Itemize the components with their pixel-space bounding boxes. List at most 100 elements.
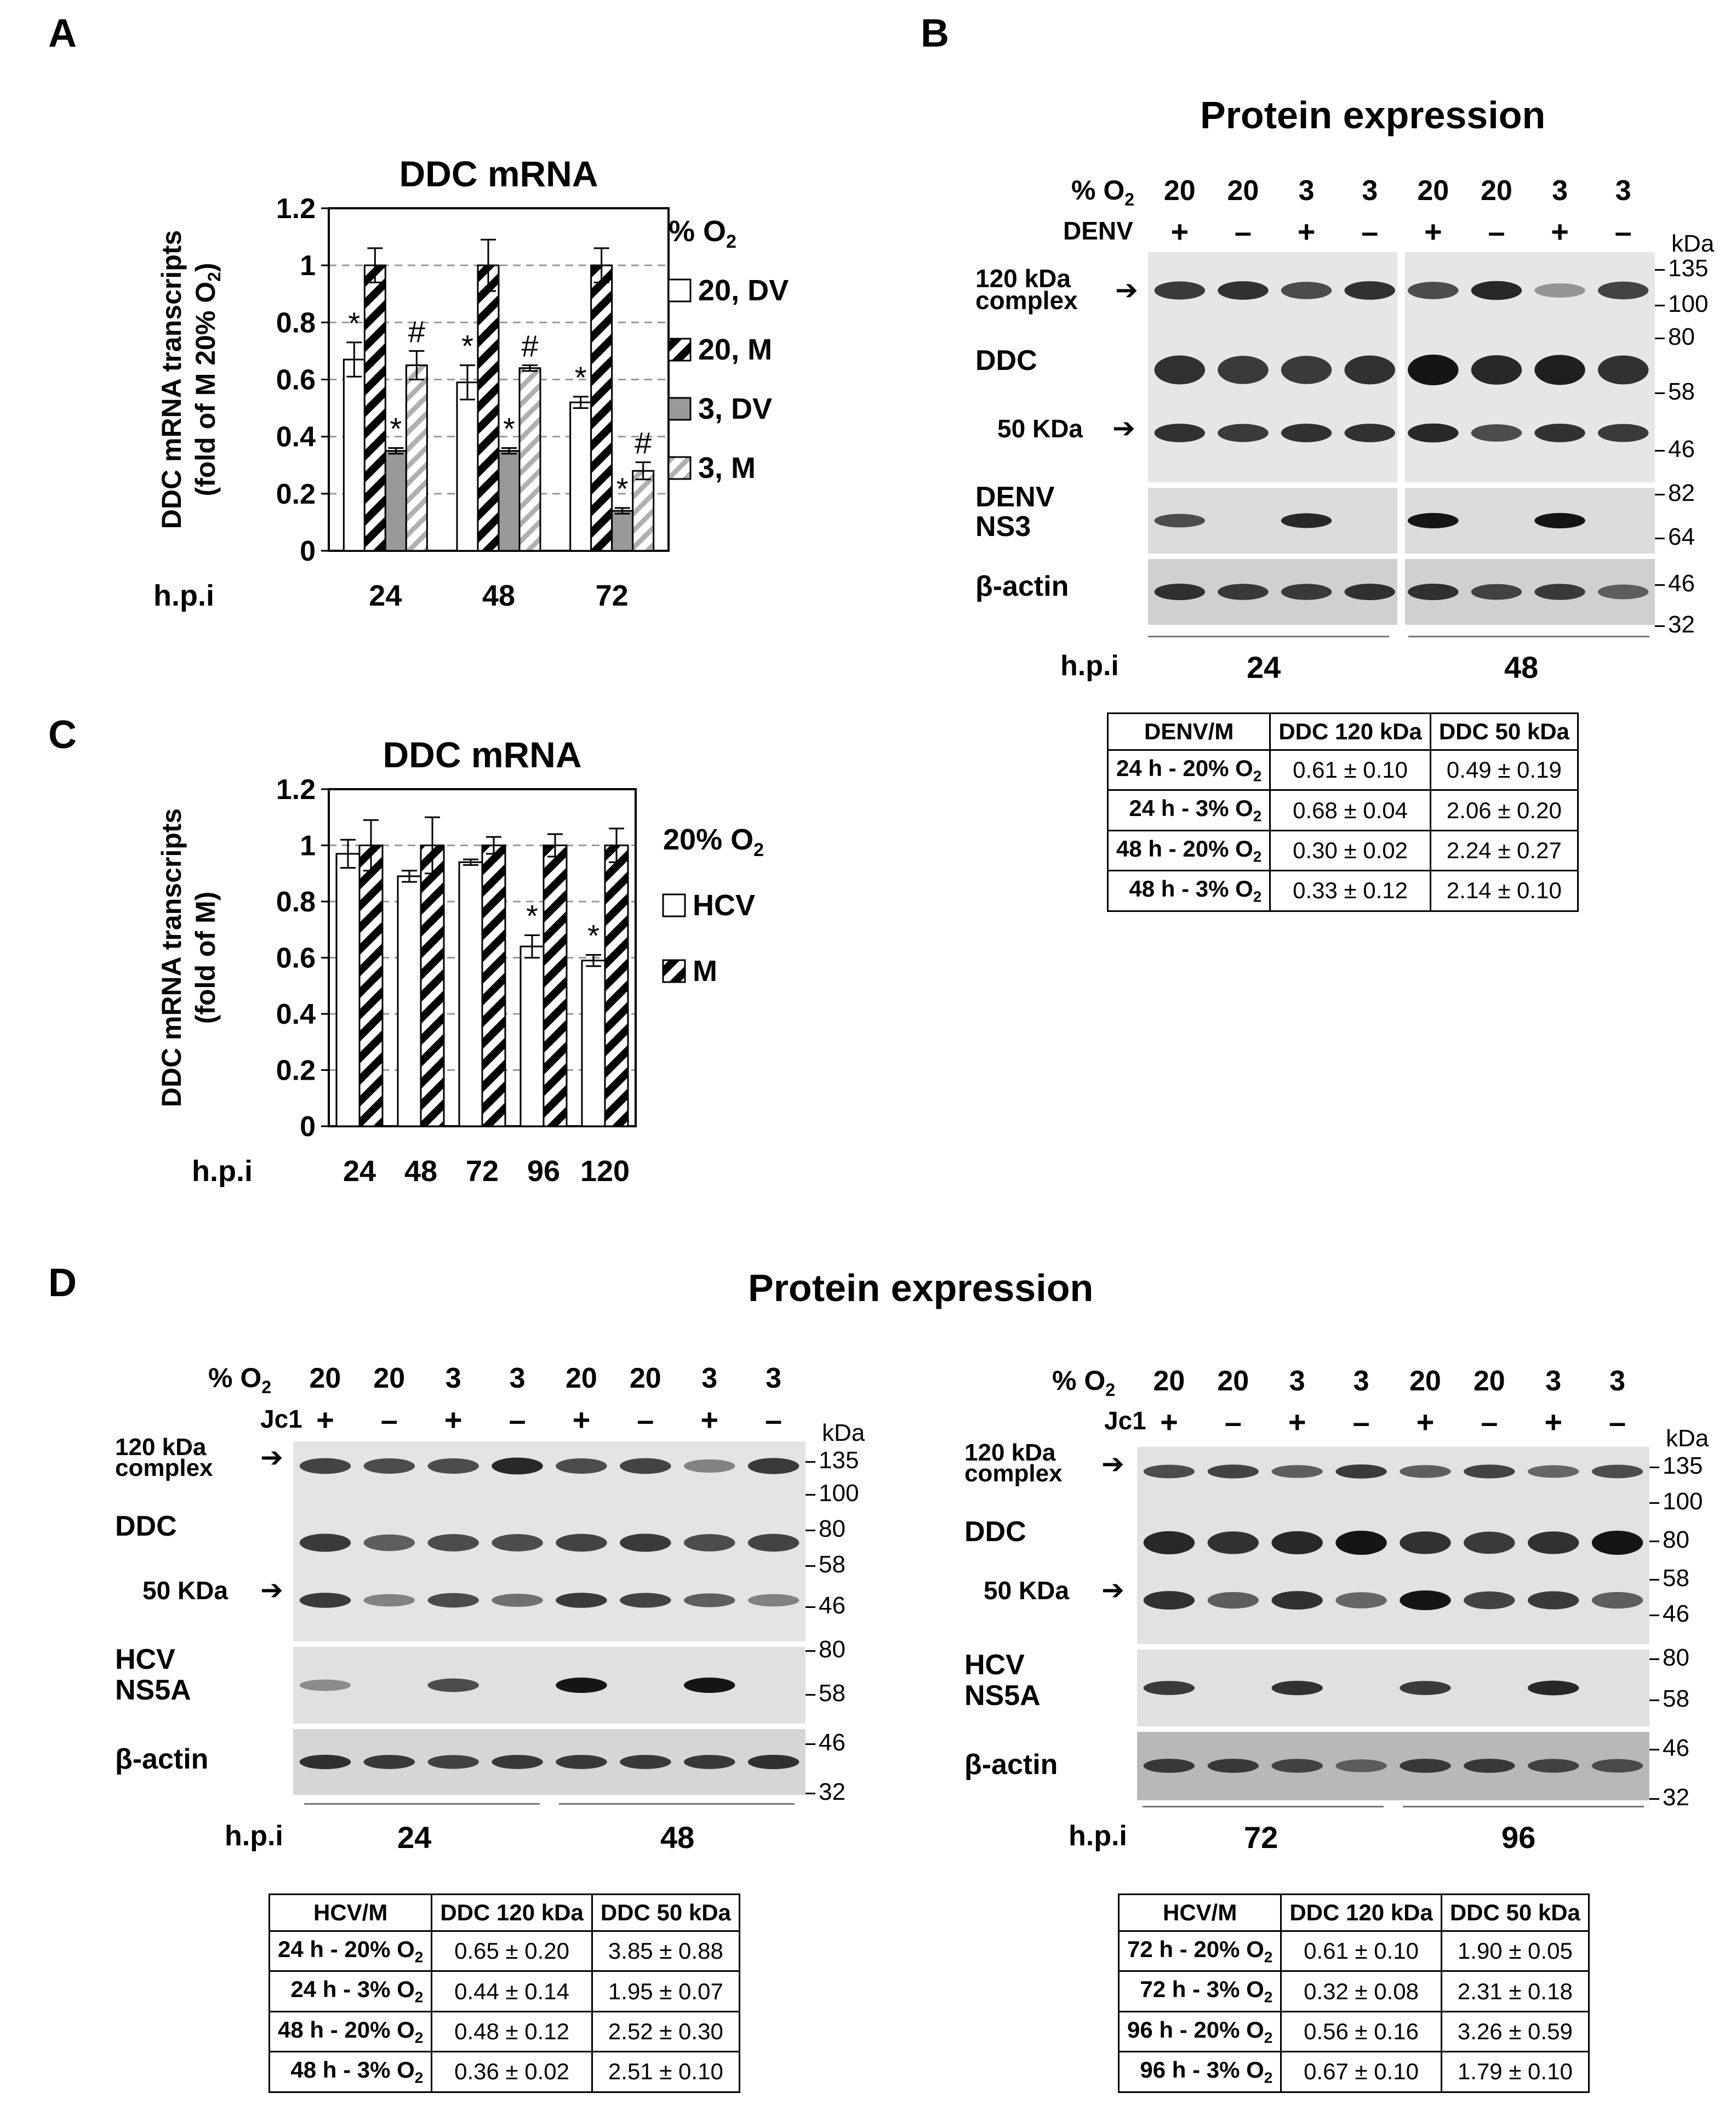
- blot-band: [620, 1593, 671, 1608]
- blot-band: [1335, 1531, 1387, 1555]
- significance-mark: *: [503, 412, 515, 446]
- blot-band: [363, 1458, 415, 1474]
- y-tick-label: 0.2: [276, 1055, 316, 1087]
- infection-sign: +: [1424, 214, 1442, 249]
- bar: [335, 853, 361, 1127]
- panel-d-right-ns5a-label: HCV NS5A: [964, 1649, 1041, 1712]
- table-header: HCV/M: [268, 1893, 433, 1932]
- blot-band: [1408, 513, 1459, 528]
- table-row: 48 h - 20% O2 0.48 ± 0.12 2.52 ± 0.30: [268, 2010, 740, 2053]
- panel-d-right-virus-label: Jc1: [1104, 1406, 1146, 1435]
- panel-d-left-table: HCV/M DDC 120 kDa DDC 50 kDa 24 h - 20% O2 0…: [268, 1893, 740, 2093]
- blot-band: [1271, 1759, 1323, 1773]
- blot-band: [1534, 283, 1585, 298]
- o2-value: 20: [566, 1362, 597, 1394]
- o2-value: 20: [1227, 175, 1259, 207]
- blot-band: [1335, 1464, 1387, 1479]
- mw-marker: 64: [1668, 523, 1695, 550]
- table-row: 48 h - 3% O2 0.36 ± 0.02 2.51 ± 0.10: [268, 2051, 740, 2093]
- blot-band: [1207, 1464, 1259, 1479]
- bar: [611, 510, 634, 552]
- table-cell: 3.85 ± 0.88: [591, 1930, 740, 1972]
- mw-tick: [806, 1793, 815, 1794]
- panel-b-o2-label: % O2: [1071, 175, 1135, 209]
- bar: [519, 945, 545, 1127]
- blot-band: [1143, 1759, 1195, 1773]
- legend-swatch: [667, 278, 692, 303]
- bar: [342, 358, 366, 552]
- bar: [363, 264, 386, 552]
- panel-d-right-time-96: 96: [1501, 1820, 1536, 1855]
- infection-sign: –: [764, 1402, 783, 1437]
- table-row: 72 h - 20% O2 0.61 ± 0.10 1.90 ± 0.05: [1117, 1930, 1590, 1972]
- blot-band: [683, 1593, 735, 1607]
- blot-band: [492, 1594, 543, 1607]
- infection-sign: +: [444, 1402, 462, 1437]
- x-tick-label: 120: [580, 1155, 630, 1188]
- table-row-label: 96 h - 3% O2: [1117, 2051, 1282, 2093]
- infection-sign: –: [637, 1402, 654, 1437]
- legend-title: 20% O2: [663, 823, 764, 860]
- o2-value: 3: [1289, 1365, 1305, 1397]
- significance-mark: *: [575, 360, 587, 395]
- blot-band: [1143, 1681, 1195, 1695]
- blot-band: [1527, 1465, 1579, 1478]
- mw-marker: 46: [819, 1729, 846, 1756]
- blot-band: [427, 1458, 479, 1474]
- blot-band: [1400, 1531, 1451, 1554]
- blot-band: [363, 1594, 415, 1607]
- bar: [604, 845, 629, 1127]
- mw-tick: [806, 1494, 815, 1496]
- y-tick-label: 0: [300, 535, 316, 567]
- table-header: DDC 50 kDa: [1440, 1893, 1590, 1932]
- mw-tick: [806, 1606, 815, 1608]
- o2-value: 20: [1417, 175, 1449, 207]
- blot-band: [1271, 1680, 1323, 1696]
- table-row-label: 72 h - 3% O2: [1117, 1970, 1282, 2012]
- blot-band: [1464, 1464, 1515, 1479]
- panel-b-time-24: 24: [1247, 650, 1281, 685]
- mw-tick: [1655, 338, 1665, 339]
- table-header: DENV/M: [1106, 712, 1271, 751]
- table-header: HCV/M: [1117, 1893, 1282, 1932]
- panel-d-right-complex-label: 120 kDa complex: [964, 1439, 1063, 1487]
- mw-tick: [1655, 392, 1665, 394]
- chart-c: DDC mRNA 0 0.2 0.4 0.6 0.8 1 1.2 DDC mRNA transc…: [156, 734, 764, 1188]
- panel-d-right-time-72: 72: [1244, 1820, 1278, 1855]
- panel-d-right-ns5a-blot: [1137, 1650, 1649, 1726]
- bar: [420, 845, 445, 1127]
- o2-value: 3: [1362, 175, 1378, 207]
- blot-band: [1471, 281, 1522, 300]
- blot-band: [1591, 1531, 1643, 1555]
- bar: [632, 470, 655, 552]
- blot-band: [747, 1594, 800, 1607]
- table-header: DDC 120 kDa: [431, 1893, 593, 1932]
- mw-marker: 135: [1668, 255, 1709, 282]
- o2-value: 3: [766, 1362, 782, 1394]
- panel-d-right-hpi-label: h.p.i: [1069, 1820, 1127, 1852]
- table-cell: 1.90 ± 0.05: [1440, 1930, 1590, 1972]
- blot-band: [1218, 424, 1269, 442]
- blot-band: [1464, 1591, 1515, 1610]
- bar: [477, 264, 500, 552]
- table-row-label: 96 h - 20% O2: [1117, 2010, 1282, 2053]
- significance-mark: *: [587, 918, 599, 953]
- panel-d-left-ns5a-label: HCV NS5A: [115, 1644, 191, 1706]
- blot-band: [1534, 355, 1585, 385]
- mw-marker: 100: [1663, 1488, 1703, 1515]
- panel-label-b: B: [921, 12, 949, 55]
- blot-band: [1408, 355, 1459, 385]
- table-cell: 2.31 ± 0.18: [1440, 1970, 1590, 2012]
- significance-mark: *: [390, 412, 402, 446]
- blot-band: [1154, 514, 1206, 528]
- infection-sign: +: [1170, 214, 1189, 249]
- panel-d-left-time-48: 48: [660, 1820, 695, 1855]
- table-row-label: 48 h - 3% O2: [1106, 870, 1271, 912]
- blot-band: [1143, 1464, 1195, 1479]
- table-cell: 0.68 ± 0.04: [1269, 789, 1431, 831]
- o2-value: 20: [629, 1362, 661, 1394]
- panel-d-right-kda: kDa: [1666, 1425, 1709, 1452]
- blot-band: [683, 1459, 735, 1473]
- panel-b-title: Protein expression: [1200, 94, 1546, 136]
- panel-d-left-time-24: 24: [397, 1820, 432, 1855]
